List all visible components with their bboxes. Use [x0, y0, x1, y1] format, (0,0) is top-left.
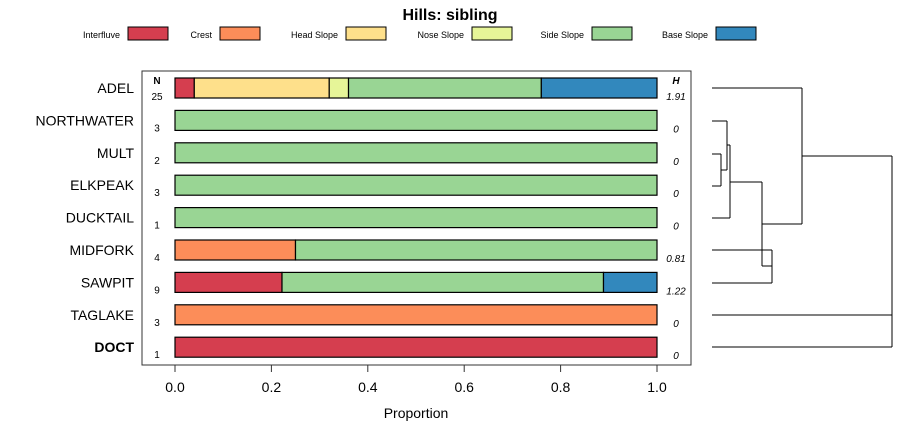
legend-swatch-crest [219, 26, 261, 41]
x-tick-label: 0.6 [454, 379, 474, 395]
h-value: 0 [673, 351, 679, 362]
x-tick-label: 0.2 [262, 379, 282, 395]
bar-segment-interfluve [174, 336, 658, 358]
row-mult: MULT 2 0 [97, 142, 679, 168]
legend-label-side-slope: Side Slope [540, 30, 584, 40]
row-ducktail: DUCKTAIL 1 0 [66, 207, 679, 233]
n-value: 25 [151, 92, 163, 103]
n-value: 4 [154, 253, 160, 264]
n-value: 2 [154, 156, 160, 167]
legend-label-interfluve: Interfluve [83, 30, 120, 40]
h-value: 0.81 [666, 254, 685, 265]
x-tick-label: 1.0 [647, 379, 667, 395]
legend-label-crest: Crest [190, 30, 212, 40]
category-label: MIDFORK [69, 242, 134, 258]
h-value: 0 [673, 124, 679, 135]
row-adel: ADEL 25 1.91 [97, 77, 686, 103]
x-axis: 0.0 0.2 0.4 0.6 0.8 1.0 [165, 365, 667, 395]
legend-label-head-slope: Head Slope [291, 30, 338, 40]
category-label: NORTHWATER [35, 112, 134, 128]
row-elkpeak: ELKPEAK 3 0 [70, 174, 679, 200]
row-doct: DOCT 1 0 [94, 336, 679, 362]
h-value: 0 [673, 157, 679, 168]
legend-swatch-side-slope [591, 26, 633, 41]
bar-segment-interfluve [174, 77, 195, 99]
bar-segment-side-slope [174, 207, 658, 229]
h-value: 0 [673, 319, 679, 330]
n-value: 3 [154, 188, 160, 199]
chart-title: Hills: sibling [402, 7, 497, 24]
bar-segment-side-slope [281, 271, 605, 293]
row-northwater: NORTHWATER 3 0 [35, 109, 679, 135]
category-label: DOCT [94, 339, 134, 355]
legend-swatch-interfluve [127, 26, 169, 41]
bar-segment-side-slope [294, 239, 658, 261]
n-value: 1 [154, 350, 160, 361]
h-value: 1.91 [666, 92, 685, 103]
category-label: MULT [97, 145, 135, 161]
dendrogram [712, 87, 893, 348]
row-sawpit: SAWPIT 9 1.22 [81, 271, 686, 297]
bar-segment-head-slope [193, 77, 330, 99]
n-value: 3 [154, 123, 160, 134]
h-column-header: H [672, 76, 680, 87]
category-label: TAGLAKE [70, 307, 134, 323]
bar-segment-side-slope [174, 142, 658, 164]
plot-panel [141, 70, 692, 366]
bar-segment-crest [174, 239, 297, 261]
category-label: ELKPEAK [70, 177, 134, 193]
legend: Interfluve Crest Head Slope Nose Slope Side … [83, 26, 757, 41]
bar-segment-side-slope [347, 77, 542, 99]
bar-segment-nose-slope [328, 77, 350, 99]
n-value: 9 [154, 285, 160, 296]
legend-swatch-nose-slope [471, 26, 513, 41]
x-tick-label: 0.8 [551, 379, 571, 395]
row-midfork: MIDFORK 4 0.81 [69, 239, 686, 265]
x-tick-label: 0.0 [165, 379, 185, 395]
bar-segment-base-slope [540, 77, 658, 99]
n-value: 1 [154, 221, 160, 232]
n-column-header: N [153, 76, 160, 87]
legend-label-base-slope: Base Slope [662, 30, 708, 40]
bar-segment-crest [174, 304, 658, 326]
legend-label-nose-slope: Nose Slope [417, 30, 464, 40]
legend-swatch-head-slope [345, 26, 387, 41]
h-value: 0 [673, 222, 679, 233]
bar-segment-interfluve [174, 271, 283, 293]
bar-segment-base-slope [602, 271, 658, 293]
legend-swatch-base-slope [715, 26, 757, 41]
bar-segment-side-slope [174, 109, 658, 132]
category-label: ADEL [97, 80, 134, 96]
n-value: 3 [154, 318, 160, 329]
category-label: DUCKTAIL [66, 210, 134, 226]
h-value: 1.22 [666, 286, 686, 297]
x-tick-label: 0.4 [358, 379, 378, 395]
category-label: SAWPIT [81, 274, 135, 290]
h-value: 0 [673, 189, 679, 200]
bar-segment-side-slope [174, 174, 658, 196]
row-taglake: TAGLAKE 3 0 [70, 304, 679, 330]
x-axis-label: Proportion [384, 405, 449, 421]
